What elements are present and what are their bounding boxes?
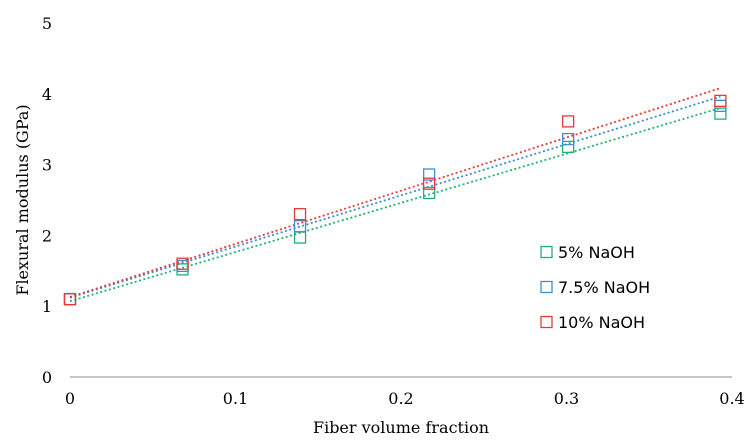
legend-marker — [540, 280, 553, 294]
data-point-series-3 — [293, 208, 307, 221]
data-point-series-2 — [562, 132, 575, 146]
x-tick-label: 0.1 — [223, 389, 248, 408]
data-point-series-3 — [63, 292, 77, 306]
x-tick-label: 0 — [65, 389, 75, 408]
trendline-series-3 — [69, 87, 721, 298]
legend: 5% NaOH 7.5% NaOH 10% NaOH — [540, 243, 650, 332]
y-tick-label: 4 — [42, 85, 52, 104]
legend-label: 7.5% NaOH — [558, 278, 650, 297]
y-axis-title: Flexural modulus (GPa) — [13, 104, 32, 295]
y-tick-label: 1 — [42, 297, 52, 316]
trendline-series-1 — [69, 107, 721, 303]
data-point-series-1 — [422, 186, 436, 200]
data-point-series-3 — [714, 94, 727, 108]
y-tick-label: 2 — [42, 226, 52, 245]
data-point-series-3 — [422, 177, 436, 190]
legend-label: 10% NaOH — [558, 313, 645, 332]
x-tick-label: 0.4 — [719, 389, 744, 408]
trendline-series-2 — [69, 95, 721, 299]
data-point-series-3 — [176, 257, 189, 270]
data-points — [63, 94, 727, 306]
legend-marker — [540, 315, 553, 329]
x-axis-title: Fiber volume fraction — [313, 418, 489, 437]
y-tick-label: 5 — [42, 14, 52, 33]
data-point-series-1 — [714, 107, 727, 120]
x-tick-label: 0.3 — [554, 389, 579, 408]
y-tick-label: 0 — [42, 368, 52, 387]
data-point-series-2 — [63, 292, 77, 306]
data-point-series-1 — [562, 140, 575, 154]
trendlines — [69, 87, 721, 303]
x-tick-label: 0.2 — [388, 389, 413, 408]
data-point-series-2 — [293, 220, 307, 233]
data-point-series-2 — [422, 168, 436, 181]
data-point-series-3 — [562, 115, 575, 128]
legend-label: 5% NaOH — [558, 243, 635, 262]
tick-labels: 0 1 2 3 4 5 0 0.1 0.2 0.3 0.4 — [42, 14, 745, 408]
data-point-series-1 — [63, 292, 77, 306]
legend-marker — [540, 245, 553, 259]
y-tick-label: 3 — [42, 156, 52, 175]
